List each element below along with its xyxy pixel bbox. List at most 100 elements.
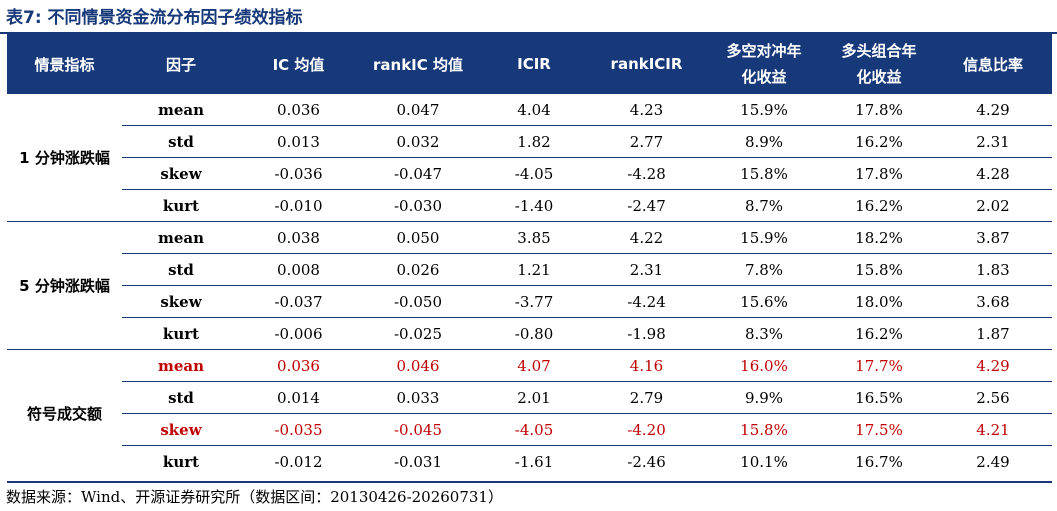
- ir-cell: 3.68: [934, 285, 1052, 318]
- rankic-cell: 0.047: [357, 94, 479, 126]
- long-short-cell: 16.0%: [704, 349, 824, 382]
- factor-cell: skew: [122, 157, 240, 190]
- factor-cell: mean: [122, 94, 240, 126]
- scenario-cell: 符号成交额: [26, 405, 102, 423]
- icir-cell: -4.05: [479, 413, 589, 446]
- factor-cell: skew: [122, 413, 240, 446]
- long-short-cell: 15.8%: [704, 413, 824, 446]
- ir-cell: 2.31: [934, 125, 1052, 158]
- header-long-short-line2: 化收益: [741, 68, 787, 86]
- header-long-short-line1: 多空对冲年: [726, 42, 802, 60]
- scenario-cell: 5 分钟涨跌幅: [7, 221, 122, 350]
- table-row: std 0.008 0.026 1.21 2.31 7.8% 15.8% 1.8…: [7, 253, 1052, 286]
- table-row: 5 分钟涨跌幅 mean 0.038 0.050 3.85 4.22 15.9%…: [7, 221, 1052, 350]
- rankicir-cell: 4.22: [589, 221, 704, 254]
- long-only-cell: 18.0%: [824, 285, 934, 318]
- ic-cell: 0.038: [240, 221, 357, 254]
- rankic-cell: -0.025: [357, 317, 479, 350]
- rankic-cell: -0.031: [393, 452, 442, 471]
- table-row: 符号成交额 mean 0.036 0.046 4.07 4.16 16.0% 1…: [7, 349, 1052, 423]
- long-short-cell: 15.9%: [704, 221, 824, 254]
- long-short-cell: 8.3%: [704, 317, 824, 350]
- table-bottom-rule: [7, 481, 1052, 483]
- long-only-cell: 16.5%: [824, 381, 934, 414]
- factor-cell: skew: [122, 285, 240, 318]
- icir-cell: -1.40: [479, 189, 589, 222]
- title-rule: [0, 32, 1057, 34]
- ir-cell: 1.83: [934, 253, 1052, 286]
- ir-cell: 2.02: [934, 189, 1052, 222]
- ir-cell: 1.87: [934, 317, 1052, 350]
- header-scenario: 情景指标: [7, 34, 122, 94]
- long-only-cell: 17.8%: [824, 94, 934, 126]
- icir-cell: 4.04: [479, 94, 589, 126]
- table-row: kurt -0.012 -0.031 -1.61 -2.46 10.1% 16.…: [7, 446, 1052, 478]
- long-only-cell: 16.2%: [824, 189, 934, 222]
- long-short-cell: 10.1%: [740, 452, 788, 471]
- ir-cell: 4.29: [934, 349, 1052, 382]
- long-only-cell: 16.7%: [855, 452, 903, 471]
- rankicir-cell: 4.23: [589, 94, 704, 126]
- icir-cell: -3.77: [479, 285, 589, 318]
- long-short-cell: 8.7%: [704, 189, 824, 222]
- rankicir-cell: -1.98: [589, 317, 704, 350]
- factor-cell: kurt: [122, 189, 240, 222]
- table-row: kurt -0.010 -0.030 -1.40 -2.47 8.7% 16.2…: [7, 189, 1052, 222]
- long-short-cell: 8.9%: [704, 125, 824, 158]
- factor-cell: mean: [122, 221, 240, 254]
- header-row: 情景指标 因子 IC 均值 rankIC 均值 ICIR rankICIR 多空…: [7, 34, 1052, 94]
- rankicir-cell: 2.31: [589, 253, 704, 286]
- ic-cell: 0.013: [240, 125, 357, 158]
- factor-cell: std: [122, 253, 240, 286]
- header-long-short-return: 多空对冲年 化收益: [704, 34, 824, 94]
- icir-cell: -0.80: [479, 317, 589, 350]
- header-information-ratio: 信息比率: [934, 34, 1052, 94]
- long-only-cell: 17.5%: [824, 413, 934, 446]
- rankic-cell: 0.026: [357, 253, 479, 286]
- table-title: 表7: 不同情景资金流分布因子绩效指标: [6, 8, 303, 28]
- icir-cell: 2.01: [479, 381, 589, 414]
- long-short-cell: 15.8%: [704, 157, 824, 190]
- rankic-cell: -0.047: [357, 157, 479, 190]
- rankic-cell: -0.045: [357, 413, 479, 446]
- header-ic: IC 均值: [240, 34, 357, 94]
- ic-cell: 0.036: [240, 94, 357, 126]
- scenario-cell: 1 分钟涨跌幅: [7, 94, 122, 222]
- ir-cell: 2.56: [934, 381, 1052, 414]
- source-note: 数据来源：Wind、开源证券研究所（数据区间：20130426-20260731…: [6, 488, 503, 506]
- rankicir-cell: 2.79: [589, 381, 704, 414]
- header-rankicir: rankICIR: [589, 34, 704, 94]
- ir-cell: 3.87: [934, 221, 1052, 254]
- ic-cell: 0.014: [240, 381, 357, 414]
- rankic-cell: 0.033: [357, 381, 479, 414]
- rankic-cell: -0.030: [357, 189, 479, 222]
- header-long-only-line1: 多头组合年: [841, 42, 917, 60]
- ic-cell: -0.010: [240, 189, 357, 222]
- ir-cell: 4.28: [934, 157, 1052, 190]
- rankicir-cell: -4.24: [589, 285, 704, 318]
- header-rankic: rankIC 均值: [357, 34, 479, 94]
- rankicir-cell: 2.77: [589, 125, 704, 158]
- factor-cell: mean: [122, 349, 240, 382]
- table-row: 1 分钟涨跌幅 mean 0.036 0.047 4.04 4.23 15.9%…: [7, 94, 1052, 222]
- header-icir: ICIR: [479, 34, 589, 94]
- ic-cell: -0.035: [240, 413, 357, 446]
- header-long-only-return: 多头组合年 化收益: [824, 34, 934, 94]
- long-short-cell: 15.6%: [704, 285, 824, 318]
- rankicir-cell: -4.28: [589, 157, 704, 190]
- icir-cell: 1.21: [479, 253, 589, 286]
- factor-cell: kurt: [162, 452, 200, 471]
- header-long-only-line2: 化收益: [856, 68, 902, 86]
- icir-cell: 3.85: [479, 221, 589, 254]
- ic-cell: -0.037: [240, 285, 357, 318]
- rankic-cell: -0.050: [357, 285, 479, 318]
- factor-cell: std: [122, 125, 240, 158]
- table-row: skew -0.035 -0.045 -4.05 -4.20 15.8% 17.…: [7, 413, 1052, 446]
- long-short-cell: 9.9%: [704, 381, 824, 414]
- ir-cell: 2.49: [976, 452, 1010, 471]
- table-row: std 0.014 0.033 2.01 2.79 9.9% 16.5% 2.5…: [7, 381, 1052, 414]
- ic-cell: 0.036: [240, 349, 357, 382]
- factor-cell: std: [122, 381, 240, 414]
- rankic-cell: 0.050: [357, 221, 479, 254]
- factor-cell: kurt: [122, 317, 240, 350]
